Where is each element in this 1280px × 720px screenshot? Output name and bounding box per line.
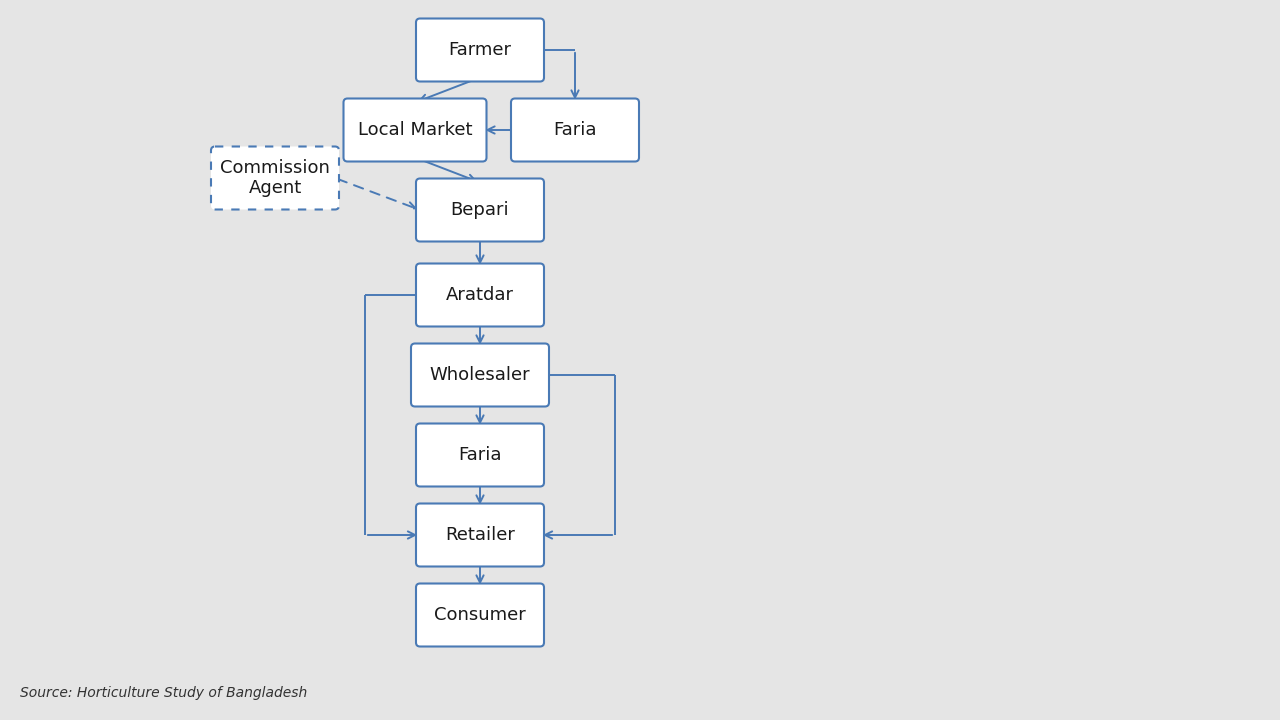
Text: Retailer: Retailer (445, 526, 515, 544)
FancyBboxPatch shape (416, 19, 544, 81)
Text: Commission
Agent: Commission Agent (220, 158, 330, 197)
FancyBboxPatch shape (416, 423, 544, 487)
Text: Source: Horticulture Study of Bangladesh: Source: Horticulture Study of Bangladesh (20, 686, 307, 700)
Text: Local Market: Local Market (357, 121, 472, 139)
FancyBboxPatch shape (411, 343, 549, 407)
Text: Bepari: Bepari (451, 201, 509, 219)
FancyBboxPatch shape (416, 179, 544, 241)
Text: Faria: Faria (553, 121, 596, 139)
FancyBboxPatch shape (416, 503, 544, 567)
Text: Wholesaler: Wholesaler (430, 366, 530, 384)
Text: Faria: Faria (458, 446, 502, 464)
Text: Aratdar: Aratdar (445, 286, 515, 304)
Text: Farmer: Farmer (448, 41, 512, 59)
FancyBboxPatch shape (416, 264, 544, 326)
FancyBboxPatch shape (211, 146, 339, 210)
Text: Consumer: Consumer (434, 606, 526, 624)
FancyBboxPatch shape (511, 99, 639, 161)
FancyBboxPatch shape (343, 99, 486, 161)
FancyBboxPatch shape (416, 583, 544, 647)
